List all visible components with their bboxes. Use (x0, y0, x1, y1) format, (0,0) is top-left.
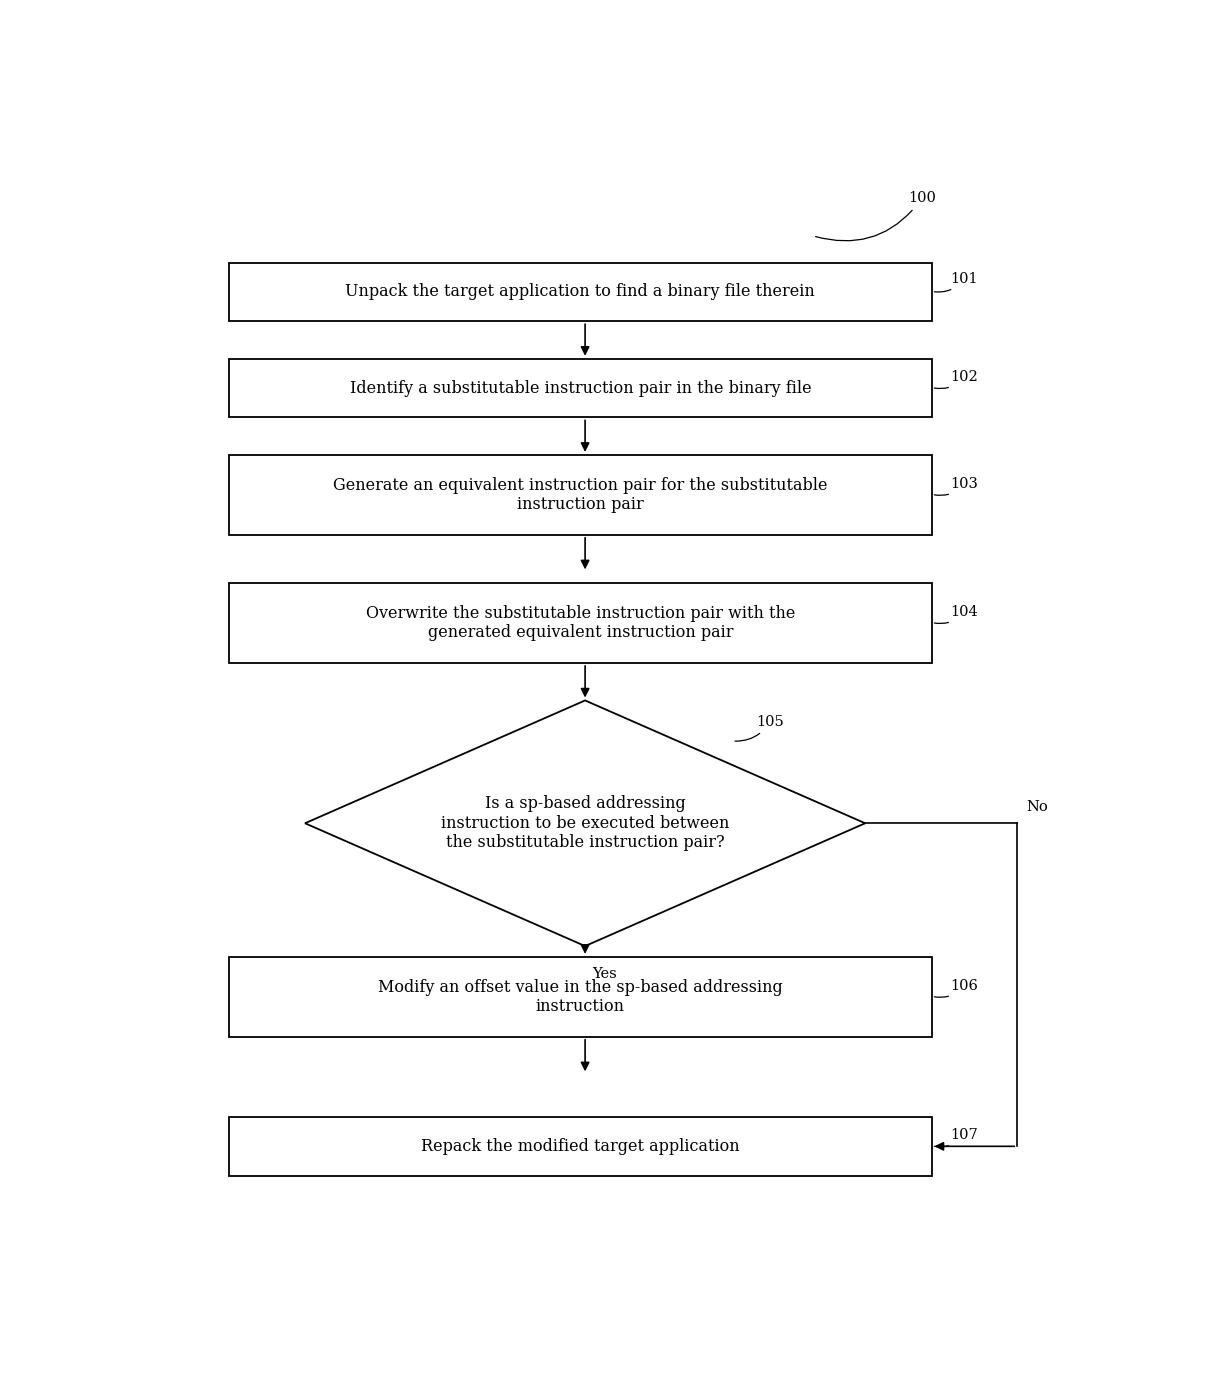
Text: Repack the modified target application: Repack the modified target application (421, 1137, 740, 1155)
Text: 103: 103 (935, 477, 979, 495)
Text: Modify an offset value in the sp-based addressing
instruction: Modify an offset value in the sp-based a… (379, 978, 783, 1015)
Text: 104: 104 (935, 605, 979, 624)
Text: 107: 107 (935, 1128, 979, 1147)
Text: 100: 100 (816, 191, 936, 241)
Text: Identify a substitutable instruction pair in the binary file: Identify a substitutable instruction pai… (349, 380, 811, 397)
Text: 101: 101 (935, 272, 979, 293)
Text: No: No (1027, 800, 1049, 814)
Text: Yes: Yes (592, 968, 616, 982)
FancyBboxPatch shape (229, 455, 931, 535)
FancyBboxPatch shape (229, 583, 931, 663)
FancyBboxPatch shape (229, 262, 931, 322)
Text: Is a sp-based addressing
instruction to be executed between
the substitutable in: Is a sp-based addressing instruction to … (441, 795, 729, 852)
FancyBboxPatch shape (229, 957, 931, 1037)
Polygon shape (305, 700, 865, 946)
Text: Unpack the target application to find a binary file therein: Unpack the target application to find a … (345, 283, 815, 301)
Text: 102: 102 (935, 370, 979, 388)
Text: Generate an equivalent instruction pair for the substitutable
instruction pair: Generate an equivalent instruction pair … (333, 477, 828, 513)
Text: Overwrite the substitutable instruction pair with the
generated equivalent instr: Overwrite the substitutable instruction … (365, 605, 795, 641)
Text: 105: 105 (735, 714, 784, 741)
FancyBboxPatch shape (229, 1117, 931, 1176)
Text: 106: 106 (935, 979, 979, 997)
FancyBboxPatch shape (229, 359, 931, 417)
